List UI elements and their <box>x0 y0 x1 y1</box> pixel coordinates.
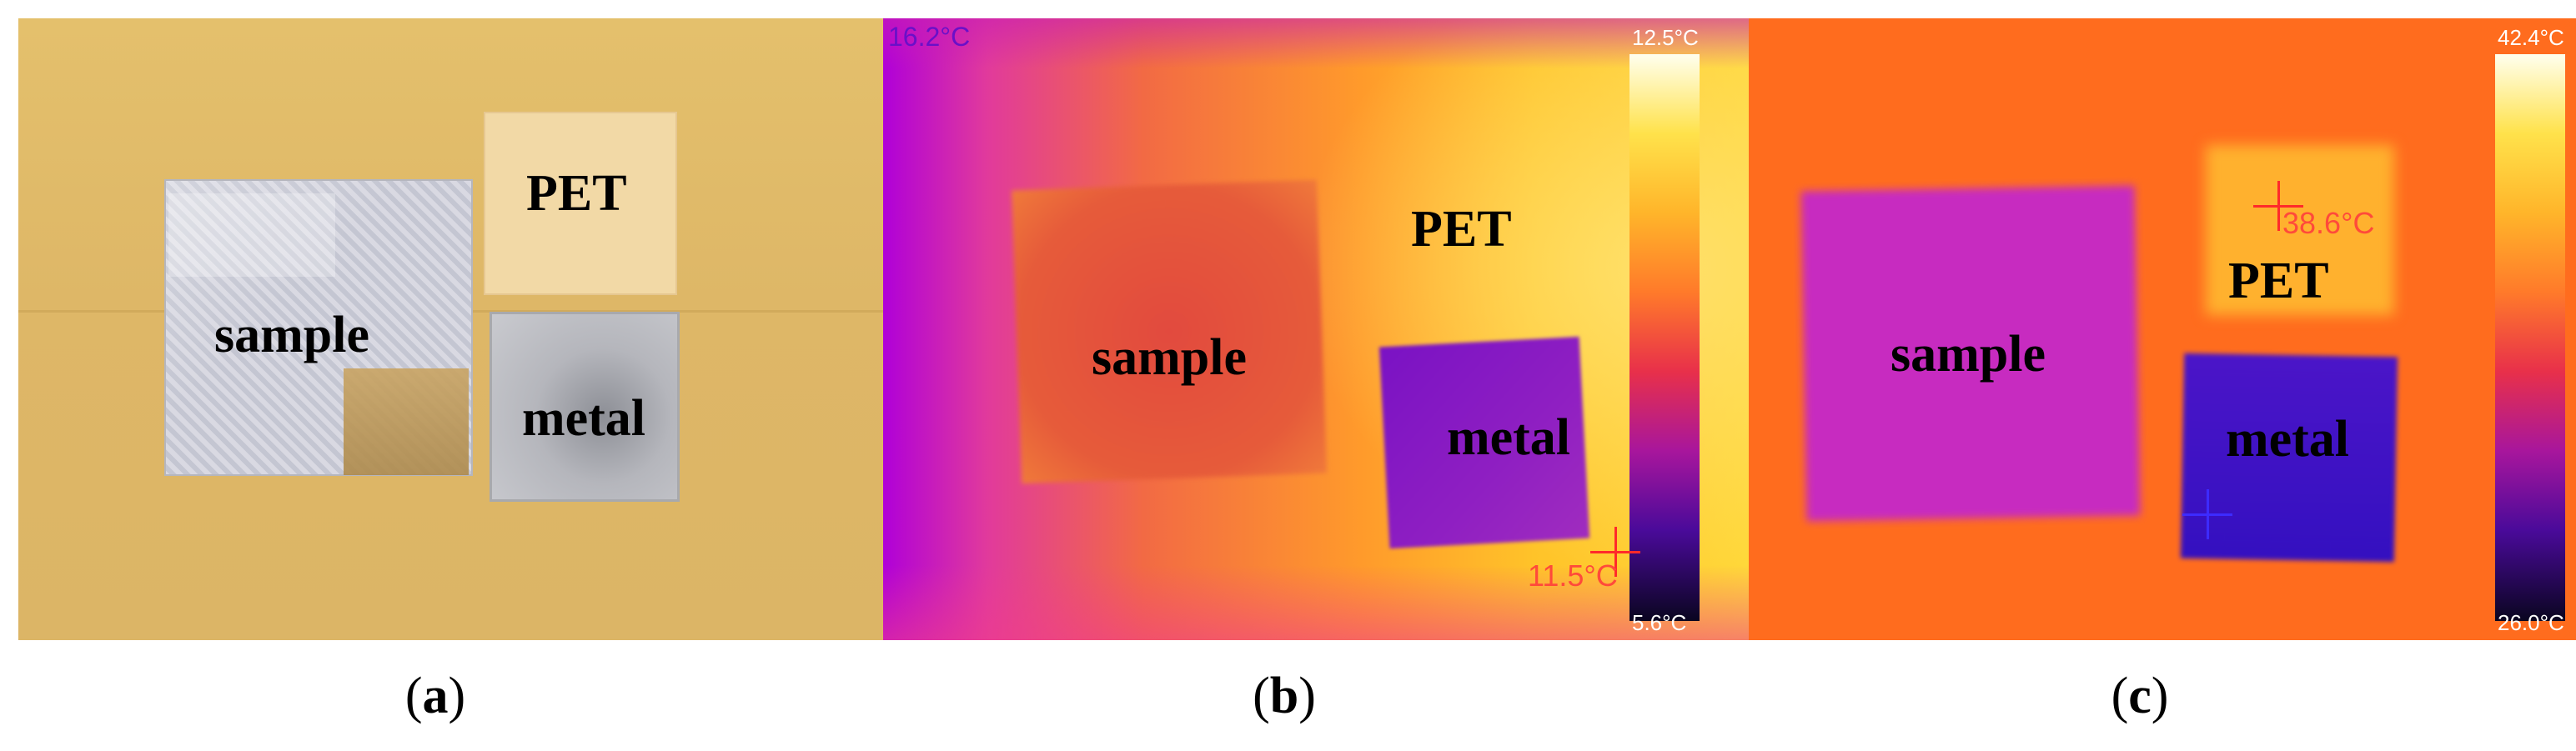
colorbar-max: 12.5°C <box>1632 25 1699 50</box>
top-left-temperature: 16.2°C <box>888 22 971 52</box>
sample-label: sample <box>1092 329 1247 386</box>
cold-spot-marker-icon <box>2182 489 2232 539</box>
photo-panel: PET sample metal <box>18 18 886 640</box>
spot-temperature: 11.5°C <box>1528 558 1618 593</box>
thermal-top-band <box>883 18 1750 68</box>
colorbar-min: 5.6°C <box>1632 610 1687 635</box>
sample-label: sample <box>214 307 369 363</box>
metal-label: metal <box>2226 411 2350 468</box>
pet-label: PET <box>1411 201 1512 258</box>
pet-label: PET <box>2228 253 2329 309</box>
spot-marker-icon <box>1590 527 1640 577</box>
spot-temperature: 38.6°C <box>2282 206 2375 240</box>
sample-highlight <box>168 193 335 277</box>
metal-label: metal <box>1447 409 1571 466</box>
metal-specimen <box>492 314 677 499</box>
temperature-colorbar <box>2495 54 2565 621</box>
spot-marker-icon <box>2253 181 2303 231</box>
caption-a: (a) <box>404 668 466 724</box>
colorbar-max: 42.4°C <box>2498 25 2564 50</box>
sample-tape-patch <box>344 368 469 475</box>
caption-c: (c) <box>2111 668 2169 724</box>
pet-specimen <box>485 113 675 293</box>
thermal-image-c: 42.4°C 26.0°C 38.6°C PET sample metal <box>1749 18 2576 640</box>
temperature-colorbar <box>1629 54 1700 621</box>
sample-label: sample <box>1891 326 2046 383</box>
pet-heat-region <box>2206 145 2394 315</box>
caption-b: (b) <box>1253 668 1316 724</box>
metal-label: metal <box>522 390 646 447</box>
thermal-image-b: 16.2°C 12.5°C 5.6°C 11.5°C PET sample me… <box>883 18 1750 640</box>
colorbar-min: 26.0°C <box>2498 610 2564 635</box>
thermal-bottom-band <box>883 565 1750 640</box>
pet-label: PET <box>526 165 627 222</box>
